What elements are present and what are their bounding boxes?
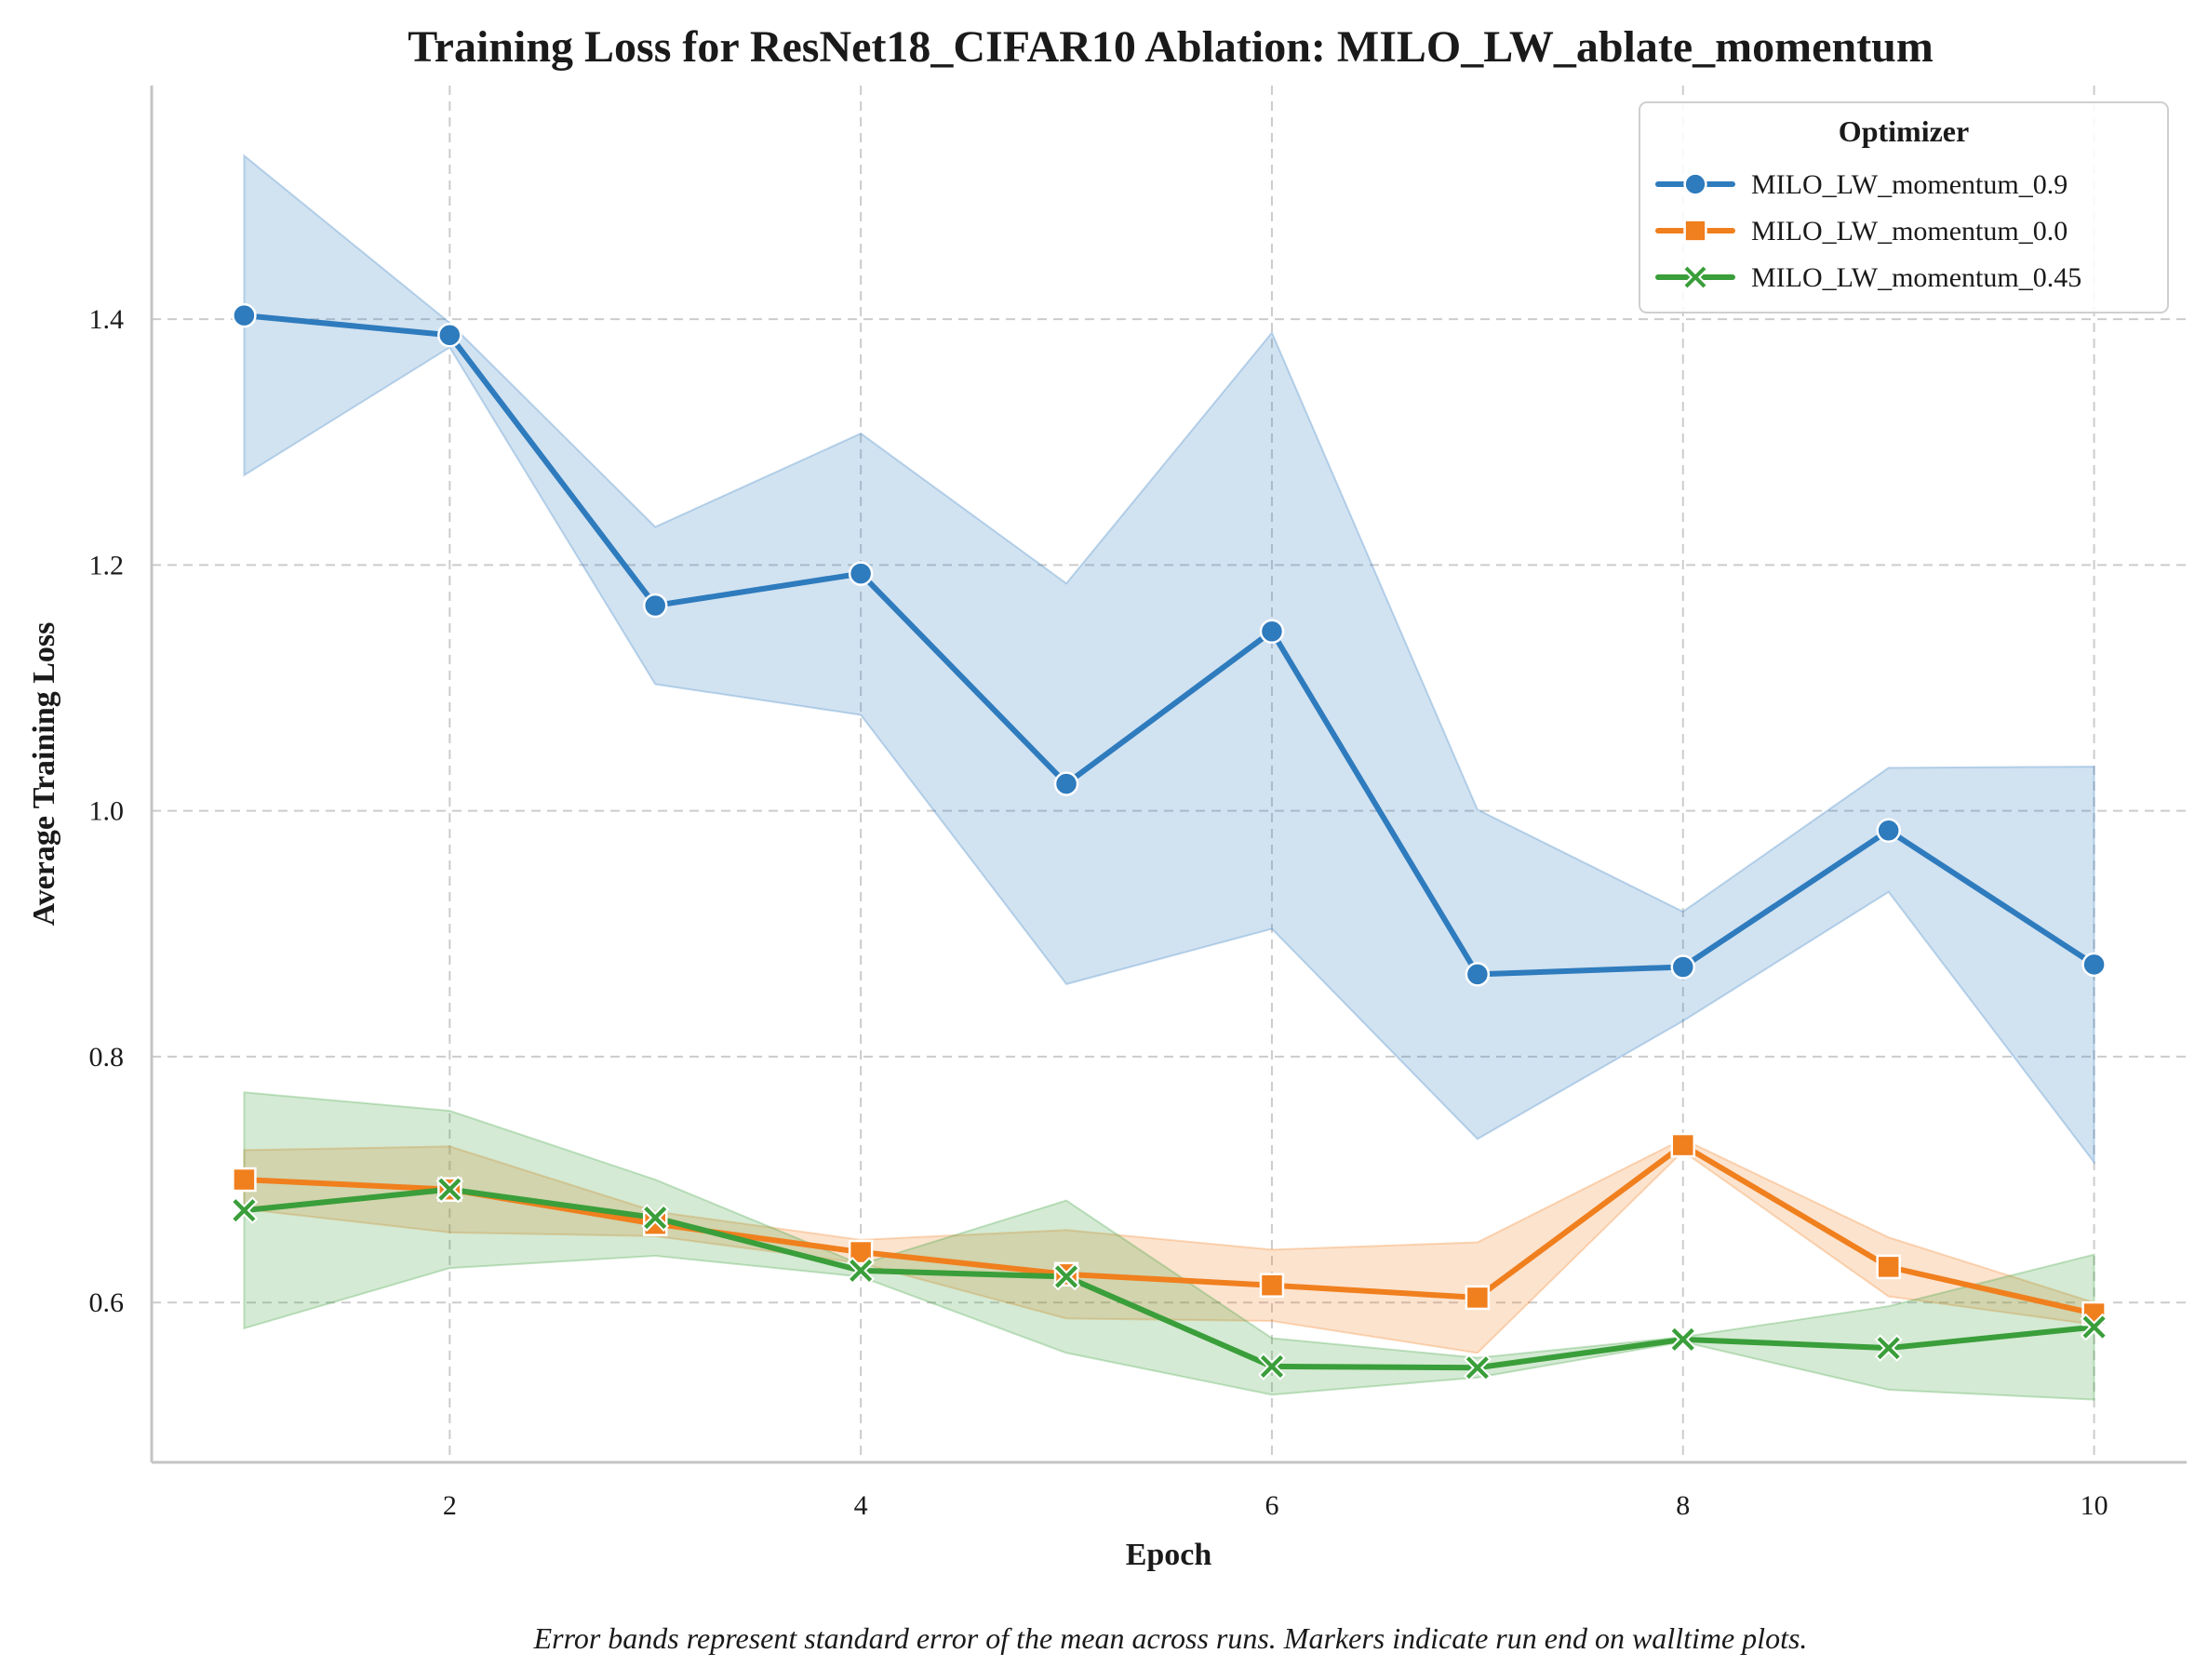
data-point [1259,619,1285,644]
y-tick-label: 0.6 [89,1287,125,1318]
x-tick-label: 4 [854,1490,868,1521]
series-line-0 [241,313,2097,978]
legend-marker-0 [1683,172,1707,196]
data-point [1259,1273,1285,1298]
series-line-2 [241,1186,2097,1371]
legend-items: MILO_LW_momentum_0.9 MILO_LW_momentum_0.0… [1655,169,2081,293]
data-point [1052,1262,1080,1291]
chart-caption: Error bands represent standard error of … [533,1621,1808,1655]
x-axis-label: Epoch [1126,1538,1212,1572]
data-point [642,593,668,619]
legend: Optimizer MILO_LW_momentum_0.9MILO_LW_mo… [1639,101,2169,313]
series-lines [241,313,2097,1371]
data-point [848,561,874,586]
series-line-1 [241,1142,2097,1317]
data-point [1465,1285,1491,1311]
x-tick-label: 8 [1676,1490,1690,1521]
data-point [847,1256,876,1285]
data-point [435,1175,464,1204]
data-point [1053,771,1079,796]
data-point [1258,1353,1286,1380]
data-point [437,323,462,348]
data-point [1668,1325,1697,1353]
legend-marker-1 [1683,219,1707,243]
legend-marker-2 [1681,263,1709,291]
x-tick-labels: 2 4 6 8 10 [443,1490,2108,1521]
data-point [1876,818,1901,844]
data-point [230,1196,259,1225]
legend-label-2: MILO_LW_momentum_0.45 [1751,262,2081,293]
y-tick-label: 1.2 [89,550,125,580]
y-tick-labels: 0.6 0.8 1.0 1.2 1.4 [89,304,125,1318]
data-point [1876,1254,1901,1280]
grid [152,86,2187,1462]
legend-box [1639,101,2169,313]
y-tick-label: 0.8 [89,1042,125,1073]
data-point [232,1167,257,1193]
series-markers [230,302,2108,1382]
chart-title: Training Loss for ResNet18_CIFAR10 Ablat… [408,22,1934,72]
legend-label-0: MILO_LW_momentum_0.9 [1751,169,2067,200]
data-point [1463,1353,1492,1382]
data-point [1465,962,1491,987]
data-point [2081,952,2107,978]
data-point [232,302,257,328]
data-point [1670,954,1696,980]
error-bands [243,153,2095,1401]
x-tick-label: 6 [1265,1490,1278,1521]
y-axis-label: Average Training Loss [27,622,61,927]
data-point [641,1204,670,1232]
data-point [1670,1132,1696,1158]
x-tick-label: 2 [443,1490,457,1521]
data-point [1874,1334,1903,1363]
data-point [2080,1313,2108,1341]
legend-label-1: MILO_LW_momentum_0.0 [1751,216,2067,247]
error-band-2 [243,1091,2095,1401]
error-band-0 [243,153,2095,1166]
y-tick-label: 1.4 [89,304,125,335]
y-tick-label: 1.0 [89,796,125,827]
x-tick-label: 10 [2081,1490,2108,1521]
legend-title: Optimizer [1839,114,1969,148]
